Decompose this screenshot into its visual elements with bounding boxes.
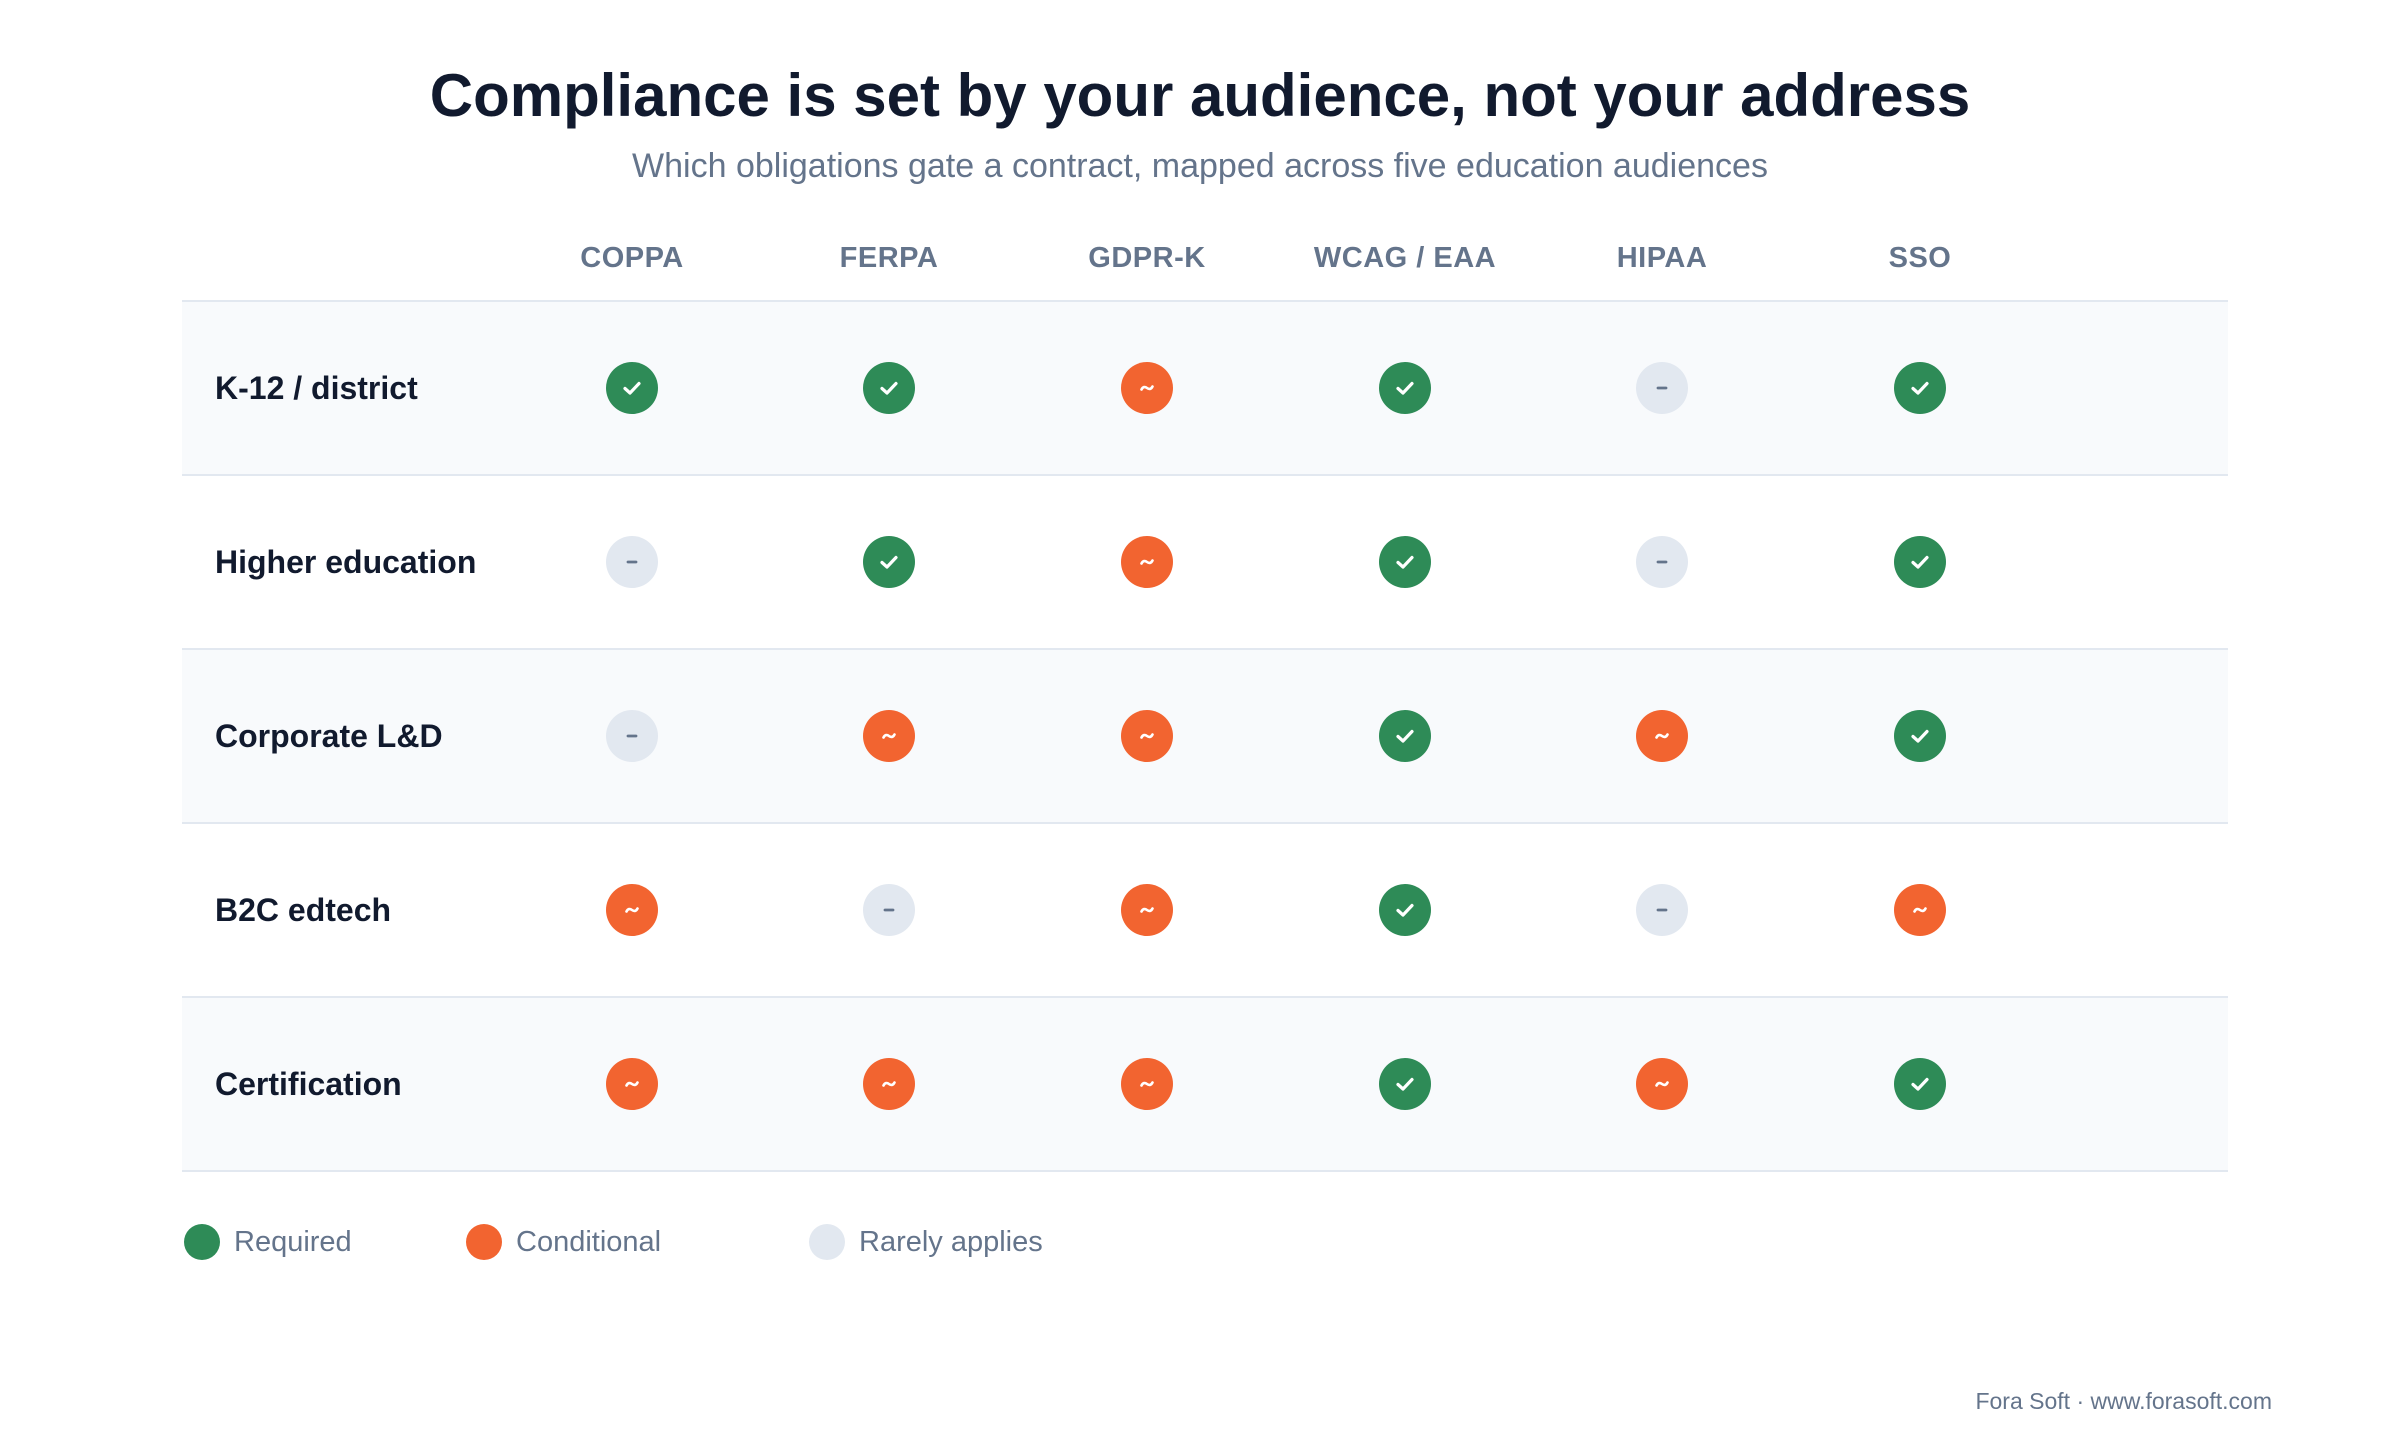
column-header: GDPR-K <box>1088 242 1206 274</box>
dash-icon <box>626 734 638 738</box>
legend-item-conditional: Conditional <box>466 1222 661 1262</box>
status-required-marker <box>1379 536 1431 588</box>
check-icon <box>1396 555 1414 569</box>
tilde-icon <box>1913 907 1927 913</box>
check-icon <box>1911 555 1929 569</box>
status-conditional-marker <box>1121 536 1173 588</box>
check-icon <box>1396 1077 1414 1091</box>
row-label: Certification <box>215 1066 402 1102</box>
check-icon <box>1396 729 1414 743</box>
status-rare-marker <box>1636 536 1688 588</box>
status-conditional-marker <box>1121 884 1173 936</box>
status-required-marker <box>1379 1058 1431 1110</box>
legend-label: Rarely applies <box>859 1225 1043 1258</box>
column-header: COPPA <box>580 242 684 274</box>
tilde-icon <box>1140 559 1154 565</box>
status-conditional-marker <box>1121 710 1173 762</box>
status-required-marker <box>1894 1058 1946 1110</box>
status-required-marker <box>1894 710 1946 762</box>
legend-swatch <box>466 1224 502 1260</box>
tilde-icon <box>1140 907 1154 913</box>
row-label: K-12 / district <box>215 370 418 406</box>
status-rare-marker <box>863 884 915 936</box>
status-required-marker <box>863 362 915 414</box>
column-header: FERPA <box>839 242 939 274</box>
status-conditional-marker <box>1636 710 1688 762</box>
status-conditional-marker <box>606 1058 658 1110</box>
tilde-icon <box>1140 1081 1154 1087</box>
legend-item-required: Required <box>184 1222 352 1262</box>
compliance-matrix: COPPA FERPA GDPR-K WCAG / EAA HIPAA SSO K-12 … <box>182 220 2228 1172</box>
row-label: B2C edtech <box>215 892 392 928</box>
dash-icon <box>1656 908 1668 912</box>
column-header: SSO <box>1888 242 1952 274</box>
tilde-icon <box>882 1081 896 1087</box>
status-conditional-marker <box>863 710 915 762</box>
table-row: B2C edtech <box>182 824 2228 998</box>
status-rare-marker <box>606 710 658 762</box>
column-header: HIPAA <box>1616 242 1708 274</box>
status-required-marker <box>1894 362 1946 414</box>
status-required-marker <box>863 536 915 588</box>
column-header-row: COPPA FERPA GDPR-K WCAG / EAA HIPAA SSO <box>182 220 2228 302</box>
dash-icon <box>883 908 895 912</box>
page-subtitle: Which obligations gate a contract, mappe… <box>632 147 1768 185</box>
status-rare-marker <box>606 536 658 588</box>
table-row: K-12 / district <box>182 302 2228 476</box>
status-rare-marker <box>1636 884 1688 936</box>
status-conditional-marker <box>863 1058 915 1110</box>
table-row: Higher education <box>182 476 2228 650</box>
check-icon <box>1911 1077 1929 1091</box>
legend-item-rare: Rarely applies <box>809 1222 1043 1262</box>
status-required-marker <box>1379 362 1431 414</box>
status-conditional-marker <box>1121 362 1173 414</box>
legend-label: Conditional <box>516 1225 662 1258</box>
row-label: Corporate L&D <box>215 718 443 754</box>
status-conditional-marker <box>1121 1058 1173 1110</box>
check-icon <box>1911 729 1929 743</box>
column-header: WCAG / EAA <box>1313 242 1497 274</box>
footer-credit: Fora Soft · www.forasoft.com <box>1975 1388 2272 1414</box>
status-conditional-marker <box>1636 1058 1688 1110</box>
matrix-body: K-12 / district Higher education Corporate… <box>182 302 2228 1172</box>
dash-icon <box>1656 560 1668 564</box>
tilde-icon <box>625 1081 639 1087</box>
tilde-icon <box>1140 385 1154 391</box>
status-required-marker <box>1894 536 1946 588</box>
legend-swatch <box>809 1224 845 1260</box>
status-required-marker <box>1379 884 1431 936</box>
legend-label: Required <box>234 1225 352 1258</box>
check-icon <box>1396 903 1414 917</box>
legend-swatch <box>184 1224 220 1260</box>
check-icon <box>880 555 898 569</box>
tilde-icon <box>882 733 896 739</box>
page-title: Compliance is set by your audience, not … <box>429 62 1971 129</box>
check-icon <box>880 381 898 395</box>
check-icon <box>1396 381 1414 395</box>
tilde-icon <box>1655 1081 1669 1087</box>
tilde-icon <box>1140 733 1154 739</box>
status-conditional-marker <box>606 884 658 936</box>
check-icon <box>623 381 641 395</box>
table-row: Corporate L&D <box>182 650 2228 824</box>
status-conditional-marker <box>1894 884 1946 936</box>
status-rare-marker <box>1636 362 1688 414</box>
tilde-icon <box>625 907 639 913</box>
dash-icon <box>626 560 638 564</box>
status-required-marker <box>1379 710 1431 762</box>
check-icon <box>1911 381 1929 395</box>
row-label: Higher education <box>215 544 477 580</box>
status-required-marker <box>606 362 658 414</box>
table-row: Certification <box>182 998 2228 1172</box>
dash-icon <box>1656 386 1668 390</box>
tilde-icon <box>1655 733 1669 739</box>
